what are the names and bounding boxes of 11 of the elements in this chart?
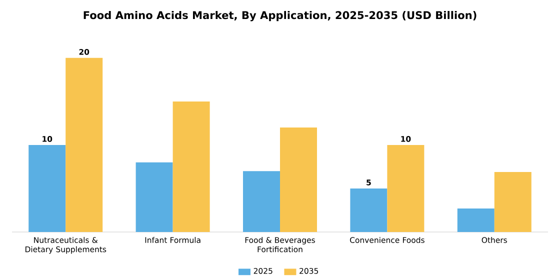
bar: [387, 144, 424, 232]
bar: [280, 128, 318, 232]
bar: [494, 172, 532, 232]
bar: [136, 162, 173, 232]
bar: [66, 58, 103, 232]
bar: [457, 208, 494, 232]
bar: [28, 144, 66, 232]
bar: [350, 188, 388, 232]
bar: [243, 171, 280, 232]
chart-title: Food Amino Acids Market, By Application, 2025-2035 (USD Billion): [84, 10, 476, 22]
bar: [172, 101, 210, 232]
